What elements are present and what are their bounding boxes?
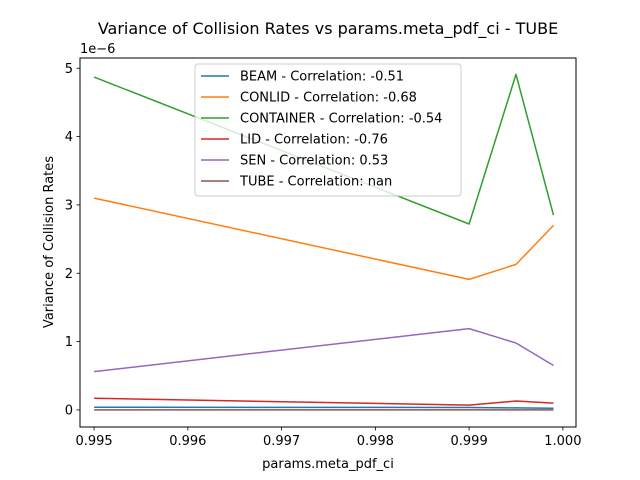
series-line-conlid [93,197,555,281]
plot-frame [79,57,577,428]
legend: BEAM - Correlation: -0.51 CONLID - Correl… [194,63,462,197]
y-tick-label: 5 [65,62,73,77]
x-tick-label: 0.996 [169,434,206,449]
legend-label-sen: SEN - Correlation: 0.53 [240,154,388,169]
series-line-beam [94,406,554,409]
series-line-lid [94,397,554,406]
x-axis-label: params.meta_pdf_ci [262,457,394,472]
y-tick-label: 0 [65,403,73,418]
legend-label-container: CONTAINER - Correlation: -0.54 [240,112,442,127]
y-tick-label: 3 [65,198,73,213]
legend-label-lid: LID - Correlation: -0.76 [240,133,388,148]
legend-box [194,63,462,197]
y-axis-label: Variance of Collision Rates [42,156,57,328]
y-axis-ticks: 0 1 2 3 4 5 [65,62,80,418]
legend-label-tube: TUBE - Correlation: nan [239,175,392,190]
y-tick-label: 4 [65,130,73,145]
x-axis-ticks: 0.995 0.996 0.997 0.998 0.999 1.000 [75,427,581,449]
y-tick-label: 1 [65,335,73,350]
x-tick-label: 1.000 [544,434,581,449]
x-tick-label: 0.999 [451,434,488,449]
x-tick-label: 0.998 [357,434,394,449]
y-tick-label: 2 [65,267,73,282]
chart-title: Variance of Collision Rates vs params.me… [98,19,558,39]
legend-label-beam: BEAM - Correlation: -0.51 [240,70,404,85]
legend-label-conlid: CONLID - Correlation: -0.68 [240,91,417,106]
series-line-sen [94,327,554,373]
y-multiplier-label: 1e−6 [80,42,115,57]
x-tick-label: 0.995 [75,434,112,449]
x-tick-label: 0.997 [263,434,300,449]
